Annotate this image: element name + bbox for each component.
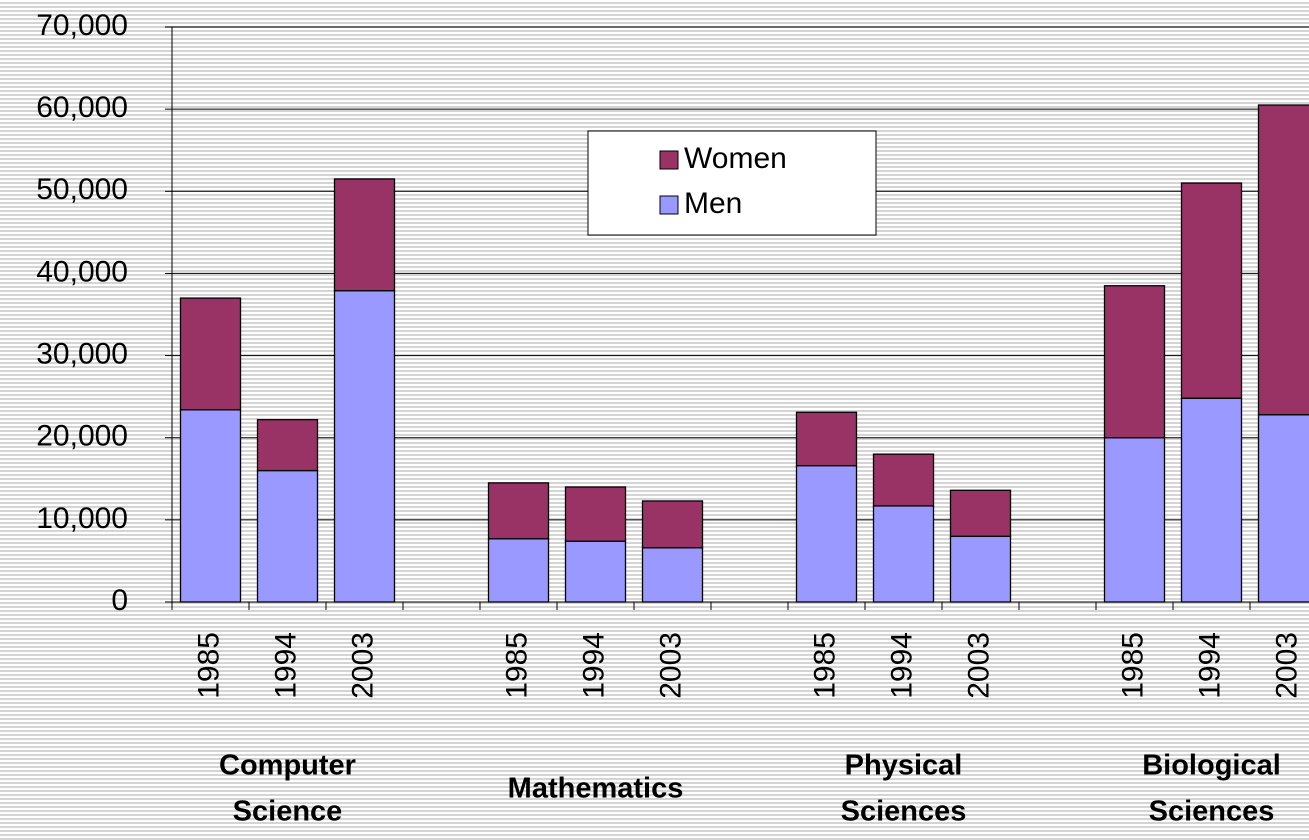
x-tick-label: 1994 [577,632,610,699]
group-label: Biological [1142,750,1281,782]
bar-segment [179,409,242,603]
group-label: Science [233,796,343,828]
group-label: Physical [845,750,963,782]
y-tick-label: 50,000 [36,173,128,206]
bar-segment [1180,397,1243,603]
legend-box [587,130,877,236]
y-tick-label: 60,000 [36,91,128,124]
y-tick-label: 70,000 [36,9,128,42]
group-label: Computer [219,750,356,782]
legend: Women Men [587,130,877,236]
group-label: Sciences [1149,796,1275,828]
bar-segment [1257,104,1309,416]
x-tick-label: 1985 [808,632,841,699]
bar-segment [949,535,1012,603]
y-tick-label: 30,000 [36,337,128,370]
bar-segment [333,290,396,603]
x-tick-label: 2003 [346,632,379,699]
legend-label: Men [684,187,742,220]
x-tick-label: 2003 [962,632,995,699]
bar-segment [256,469,319,603]
x-tick-label: 2003 [654,632,687,699]
x-tick-label: 2003 [1270,632,1303,699]
bar-segment [487,482,550,540]
bar-segment [872,505,935,603]
x-tick-label: 1994 [1193,632,1226,699]
bar-segment [256,418,319,472]
bar-segment [641,547,704,603]
bar-segment [1103,285,1166,439]
y-tick-label: 10,000 [36,502,128,535]
x-tick-label: 1994 [885,632,918,699]
x-tick-label: 1994 [269,632,302,699]
bar-segment [333,178,396,292]
bar-segment [179,297,242,411]
group-label: Mathematics [508,773,684,805]
bar-segment [641,500,704,549]
bar-segment [872,453,935,507]
bar-segment [1180,182,1243,399]
x-tick-label: 1985 [192,632,225,699]
bar-segment [795,464,858,603]
x-tick-label: 1985 [1116,632,1149,699]
bar-segment [487,538,550,603]
bar-segment [949,489,1012,537]
x-tick-label: 1985 [500,632,533,699]
legend-swatch [659,150,679,170]
y-tick-label: 40,000 [36,255,128,288]
group-label: Sciences [841,796,967,828]
bar-segment [795,411,858,467]
y-tick-label: 20,000 [36,420,128,453]
bar-segment [1103,437,1166,603]
legend-label: Women [684,142,787,175]
bar-segment [1257,414,1309,603]
y-tick-label: 0 [111,584,128,617]
bar-segment [564,486,627,542]
bar-segment [564,540,627,603]
legend-swatch [659,195,679,215]
